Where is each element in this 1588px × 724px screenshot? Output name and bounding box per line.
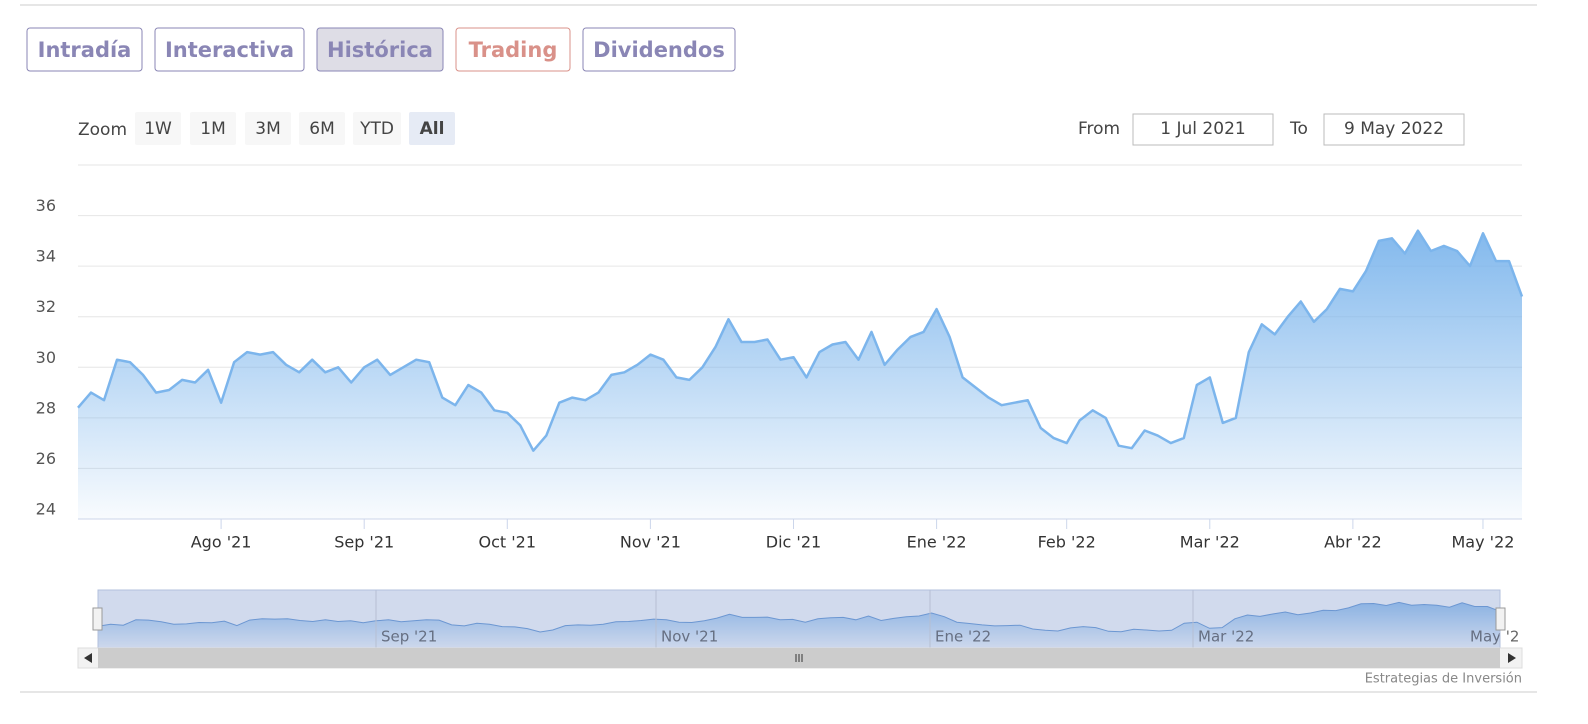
- x-tick-label: Mar '22: [1180, 533, 1240, 552]
- navigator-handle[interactable]: [92, 607, 103, 631]
- navigator-label: Sep '21: [381, 628, 437, 646]
- x-tick-label: Nov '21: [620, 533, 681, 552]
- plot: 24 26 28 30 32 34 36 Ago '21 Sep '21 Oct '21 Nov '…: [36, 196, 1524, 552]
- zoom-button[interactable]: [409, 112, 455, 145]
- navigator-handle[interactable]: [1495, 607, 1506, 631]
- zoom-button-label: 3M: [255, 119, 280, 139]
- tab-label: Interactiva: [165, 38, 294, 62]
- tab-label: Trading: [469, 38, 558, 62]
- navigator-area: [98, 602, 1500, 648]
- zoom-button[interactable]: [245, 112, 291, 145]
- x-tick-label: Oct '21: [479, 533, 537, 552]
- zoom-button-label: 6M: [309, 119, 334, 139]
- zoom-buttons: 1W 1M 3M 6M YTD All: [135, 112, 455, 145]
- tab[interactable]: [455, 27, 571, 72]
- scroll-left[interactable]: [84, 653, 92, 663]
- y-tick-label: 28: [36, 398, 56, 417]
- x-tick-label: Dic '21: [766, 533, 821, 552]
- navigator-label: May '22: [1470, 628, 1529, 646]
- zoom-button[interactable]: [190, 112, 236, 145]
- tab-label: Histórica: [327, 38, 433, 62]
- scroll-right[interactable]: [1508, 653, 1516, 663]
- tab[interactable]: [316, 27, 444, 72]
- navigator-line: [97, 601, 1501, 633]
- scroll-grip: [795, 654, 803, 662]
- zoom-button[interactable]: [299, 112, 345, 145]
- x-tick-label: Ene '22: [907, 533, 967, 552]
- y-tick-label: 24: [36, 500, 56, 519]
- area: [78, 230, 1522, 519]
- x-tick-label: Ago '21: [191, 533, 252, 552]
- from-label: From: [1078, 119, 1120, 139]
- navigator-label: Mar '22: [1198, 628, 1254, 646]
- navigator-label: Nov '21: [661, 628, 718, 646]
- to-input[interactable]: [1323, 113, 1465, 146]
- y-tick-label: 34: [36, 247, 56, 266]
- tab-label: Dividendos: [593, 38, 725, 62]
- zoom-button-label: 1M: [200, 119, 225, 139]
- x-tick-label: Abr '22: [1324, 533, 1382, 552]
- credits: Estrategias de Inversión: [1365, 672, 1522, 687]
- zoom-button-label: All: [420, 119, 445, 139]
- from-input[interactable]: [1132, 113, 1274, 146]
- tab[interactable]: [582, 27, 736, 72]
- x-tick-label: Sep '21: [334, 533, 394, 552]
- zoom-button[interactable]: [353, 112, 401, 145]
- line: [77, 229, 1524, 452]
- zoom-label: Zoom: [78, 120, 127, 140]
- x-tick-label: Feb '22: [1038, 533, 1096, 552]
- y-tick-label: 32: [36, 297, 56, 316]
- from-value: 1 Jul 2021: [1160, 119, 1245, 139]
- tabs: Intradía Interactiva Histórica Trading Divid…: [26, 27, 736, 72]
- to-value: 9 May 2022: [1344, 119, 1444, 139]
- tab[interactable]: [26, 27, 143, 72]
- tab-label: Intradía: [38, 38, 132, 62]
- tab[interactable]: [154, 27, 305, 72]
- navigator-series: Sep '21 Nov '21 Ene '22 Mar '22 May '22: [97, 590, 1529, 648]
- zoom-button-label: YTD: [359, 119, 394, 139]
- navigator-selection[interactable]: [97, 589, 1501, 649]
- y-tick-label: 26: [36, 449, 56, 468]
- zoom-button[interactable]: [135, 112, 181, 145]
- y-tick-label: 30: [36, 348, 56, 367]
- y-tick-label: 36: [36, 196, 56, 215]
- x-tick-label: May '22: [1452, 533, 1515, 552]
- navigator-label: Ene '22: [935, 628, 991, 646]
- zoom-button-label: 1W: [144, 119, 172, 139]
- to-label: To: [1289, 119, 1308, 139]
